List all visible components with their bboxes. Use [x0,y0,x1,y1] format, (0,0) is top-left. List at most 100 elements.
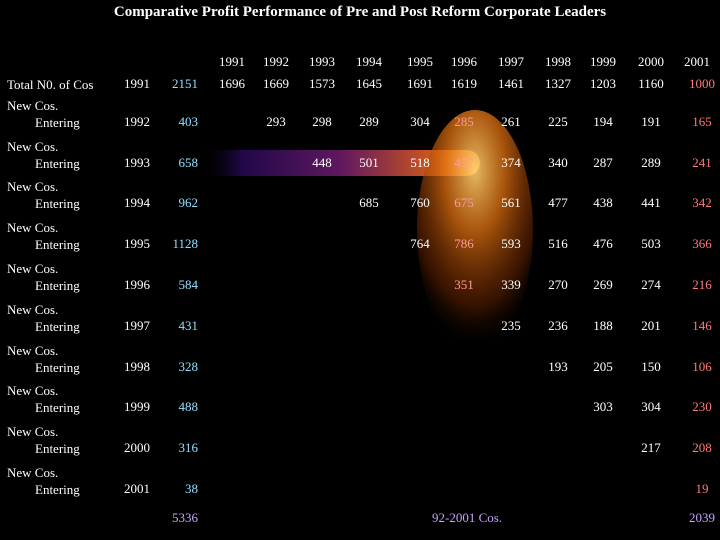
year-header: 1997 [498,54,524,69]
table-cell: 685 [359,195,379,211]
year-header: 1993 [309,54,335,69]
table-cell: 477 [548,195,568,211]
entry-year: 1999 [124,399,150,415]
year-header: 1995 [407,54,433,69]
table-cell: 339 [501,277,521,292]
table-cell: 342 [692,195,712,211]
row-label-line1: New Cos. [7,179,59,195]
entry-year: 1994 [124,195,150,211]
company-count: 584 [178,277,199,292]
table-cell: 1000 [689,76,715,91]
row-label-line2: Entering [35,441,80,457]
table-cell: 1619 [451,76,477,91]
table-cell: 1327 [545,76,571,91]
year-header: 2001 [684,54,710,69]
entry-year: 1992 [124,113,150,129]
table-cell: 193 [548,358,568,374]
table-cell: 165 [692,113,712,129]
glow-flame [417,110,533,350]
table-cell: 351 [454,277,474,292]
table-cell: 19 [695,481,709,496]
table-cell: 261 [501,113,521,129]
table-cell: 205 [593,358,613,374]
table-cell: 516 [548,236,568,252]
company-count: 658 [178,154,199,170]
table-cell: 208 [692,440,712,456]
table-cell: 786 [454,236,474,252]
table-cell: 216 [692,277,712,292]
table-cell: 230 [692,399,712,415]
table-cell: 1461 [498,76,524,91]
table-cell: 269 [593,277,613,292]
table-cell: 274 [641,277,661,292]
table-cell: 518 [410,154,430,170]
row-label-line1: New Cos. [7,301,59,317]
entry-year: 2001 [124,481,150,496]
entry-year: 1995 [124,236,150,252]
company-count: 38 [185,481,198,496]
table-cell: 293 [266,113,286,129]
table-cell: 191 [641,113,661,129]
row-label-line1: New Cos. [7,424,59,440]
table-cell: 298 [312,113,332,129]
year-header: 1999 [590,54,616,69]
table-cell: 106 [692,358,712,374]
year-header: 1996 [451,54,477,69]
row-label-line1: New Cos. [7,465,59,480]
row-label-line2: Entering [35,155,80,171]
year-header: 2000 [638,54,664,69]
table-cell: 476 [593,236,613,252]
table-cell: 146 [692,317,712,333]
table-cell: 236 [548,317,568,333]
table-cell: 201 [641,317,661,333]
row-label-line1: New Cos. [7,138,59,154]
entry-year: 1991 [124,76,150,91]
company-count: 431 [178,317,199,333]
table-cell: 675 [454,195,474,211]
table-cell: 150 [641,358,661,374]
entry-year: 1998 [124,358,150,374]
table-cell: 561 [501,195,521,211]
table-cell: 217 [641,440,661,456]
table-cell: 366 [692,236,712,252]
table-cell: 501 [359,154,379,170]
table-cell: 1696 [219,76,245,91]
table-cell: 448 [312,154,332,170]
table-cell: 1573 [309,76,335,91]
company-count: 316 [178,440,199,456]
table-cell: 235 [501,317,521,333]
company-count: 403 [178,113,199,129]
table-cell: 287 [593,154,613,170]
row-label-line2: Entering [35,114,80,130]
company-count: 488 [178,399,199,415]
company-count: 328 [178,358,199,374]
table-cell: 438 [593,195,613,211]
page-title: Comparative Profit Performance of Pre an… [113,4,607,20]
table-cell: 1203 [590,76,616,91]
table-cell: 340 [548,154,568,170]
table-cell: 457 [454,154,474,170]
table-cell: 188 [593,317,613,333]
entry-year: 1997 [124,317,150,333]
table-cell: 285 [454,113,474,129]
footer-caption: 92-2001 Cos. [432,510,503,525]
row-label-line2: Entering [35,359,80,375]
table-cell: 303 [593,399,613,415]
table-cell: 1160 [638,76,664,91]
row-label-line1: New Cos. [7,261,59,276]
table-cell: 764 [410,236,430,252]
table-cell: 593 [501,236,521,252]
year-header: 1994 [356,54,382,69]
table-cell: 289 [641,154,661,170]
table-cell: 225 [548,113,568,129]
row-label-line2: Entering [35,278,80,293]
table-cell: 441 [641,195,661,211]
row-label-line2: Entering [35,400,80,416]
table-cell: 304 [410,113,430,129]
company-count: 962 [178,195,199,211]
company-count: 1128 [172,236,198,252]
row-label-line1: New Cos. [7,342,59,358]
company-count: 2151 [172,76,198,91]
table-cell: 374 [501,154,521,170]
entry-year: 2000 [124,440,150,456]
